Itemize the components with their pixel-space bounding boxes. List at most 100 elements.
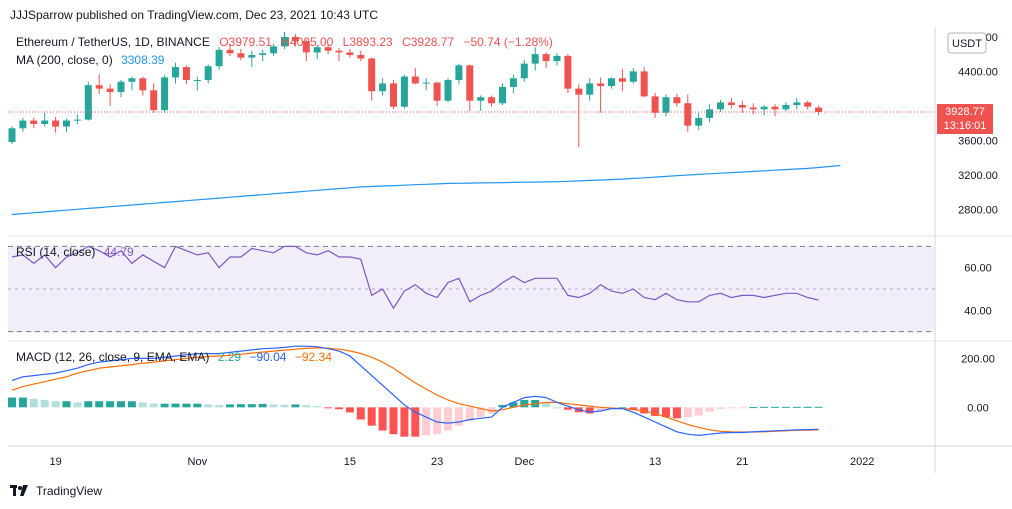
candle[interactable] [128, 76, 136, 91]
candle[interactable] [804, 100, 812, 110]
candle[interactable] [357, 50, 365, 62]
candle[interactable] [684, 94, 692, 132]
candle[interactable] [477, 95, 485, 112]
candle[interactable] [629, 67, 637, 84]
candle[interactable] [302, 39, 310, 62]
candle[interactable] [248, 50, 256, 68]
candle[interactable] [270, 43, 278, 56]
candle[interactable] [84, 81, 92, 121]
macd-histogram-bar [95, 401, 104, 408]
candle[interactable] [324, 43, 332, 55]
candle[interactable] [717, 99, 724, 112]
candle-body [313, 47, 321, 53]
candle[interactable] [618, 68, 626, 92]
candle-body [63, 120, 70, 127]
candle-body [368, 58, 376, 92]
rsi-pane[interactable]: 60.00 40.00 [8, 245, 992, 333]
candle[interactable] [335, 48, 343, 62]
candle[interactable] [499, 83, 506, 105]
macd-pane[interactable]: 200.00 0.00 [8, 345, 995, 437]
candle[interactable] [161, 74, 169, 113]
candle[interactable] [237, 48, 245, 61]
candle[interactable] [586, 78, 594, 101]
candle[interactable] [63, 118, 70, 132]
candle[interactable] [30, 117, 38, 129]
macd-histogram-bar [618, 407, 627, 409]
candle[interactable] [488, 95, 496, 107]
candle[interactable] [553, 53, 561, 66]
candle[interactable] [19, 117, 27, 132]
candle[interactable] [41, 112, 49, 127]
candle[interactable] [640, 67, 648, 98]
candle[interactable] [815, 105, 823, 116]
candle[interactable] [651, 92, 659, 118]
candle[interactable] [73, 114, 81, 124]
macd-histogram-bar [683, 407, 692, 418]
candle[interactable] [281, 31, 288, 49]
rsi-tick-label: 60.00 [964, 263, 992, 275]
time-axis[interactable]: 19 Nov 15 23 Dec 13 21 2022 [49, 456, 874, 468]
candle[interactable] [662, 94, 670, 117]
macd-histogram-bar [400, 407, 409, 437]
candle-body [204, 66, 212, 80]
rsi-legend: RSI (14, close) 44.79 [16, 245, 134, 259]
candle[interactable] [542, 52, 550, 68]
time-tick-label: 23 [431, 456, 443, 468]
macd-histogram-bar [226, 404, 234, 408]
currency-button[interactable] [947, 32, 987, 54]
candle-body [346, 52, 354, 55]
candle[interactable] [291, 34, 299, 47]
macd-histogram-bar [727, 407, 736, 409]
candle[interactable] [695, 112, 703, 130]
candle[interactable] [444, 78, 452, 103]
candle[interactable] [749, 103, 757, 115]
macd-histogram-bar [182, 403, 191, 408]
candle[interactable] [379, 78, 387, 96]
candle[interactable] [771, 104, 779, 117]
candle[interactable] [760, 105, 768, 116]
macd-histogram-bar [73, 402, 82, 408]
candle[interactable] [172, 62, 179, 84]
candle[interactable] [139, 76, 147, 96]
candle[interactable] [706, 104, 714, 123]
time-tick-label: 19 [49, 456, 61, 468]
candle[interactable] [182, 65, 190, 85]
candle[interactable] [782, 102, 790, 112]
candle[interactable] [727, 98, 735, 109]
candle[interactable] [368, 57, 376, 101]
candle[interactable] [193, 76, 201, 91]
candle[interactable] [520, 60, 528, 82]
candle[interactable] [597, 77, 605, 113]
candle[interactable] [738, 100, 746, 113]
candle[interactable] [215, 47, 223, 70]
candle[interactable] [8, 126, 16, 144]
candle[interactable] [564, 54, 572, 93]
candle[interactable] [150, 83, 158, 113]
candle[interactable] [433, 81, 441, 106]
candle[interactable] [531, 47, 539, 71]
candle[interactable] [793, 98, 801, 110]
candle[interactable] [390, 80, 397, 110]
candle[interactable] [204, 64, 212, 84]
candle[interactable] [226, 44, 234, 56]
candle[interactable] [455, 63, 463, 85]
candle[interactable] [346, 48, 354, 58]
candle[interactable] [259, 49, 267, 62]
candle[interactable] [117, 80, 125, 98]
candle[interactable] [509, 74, 517, 93]
candle[interactable] [422, 78, 430, 91]
candle[interactable] [106, 84, 114, 106]
candle[interactable] [575, 84, 583, 148]
candle[interactable] [411, 67, 419, 85]
candle[interactable] [400, 74, 408, 109]
candle-body [717, 102, 724, 110]
candle[interactable] [313, 45, 321, 60]
candle[interactable] [466, 64, 474, 112]
candle[interactable] [95, 73, 103, 94]
candle[interactable] [608, 77, 615, 89]
ma-value: 3308.39 [121, 53, 165, 67]
candle[interactable] [52, 117, 60, 133]
candle[interactable] [673, 93, 681, 107]
